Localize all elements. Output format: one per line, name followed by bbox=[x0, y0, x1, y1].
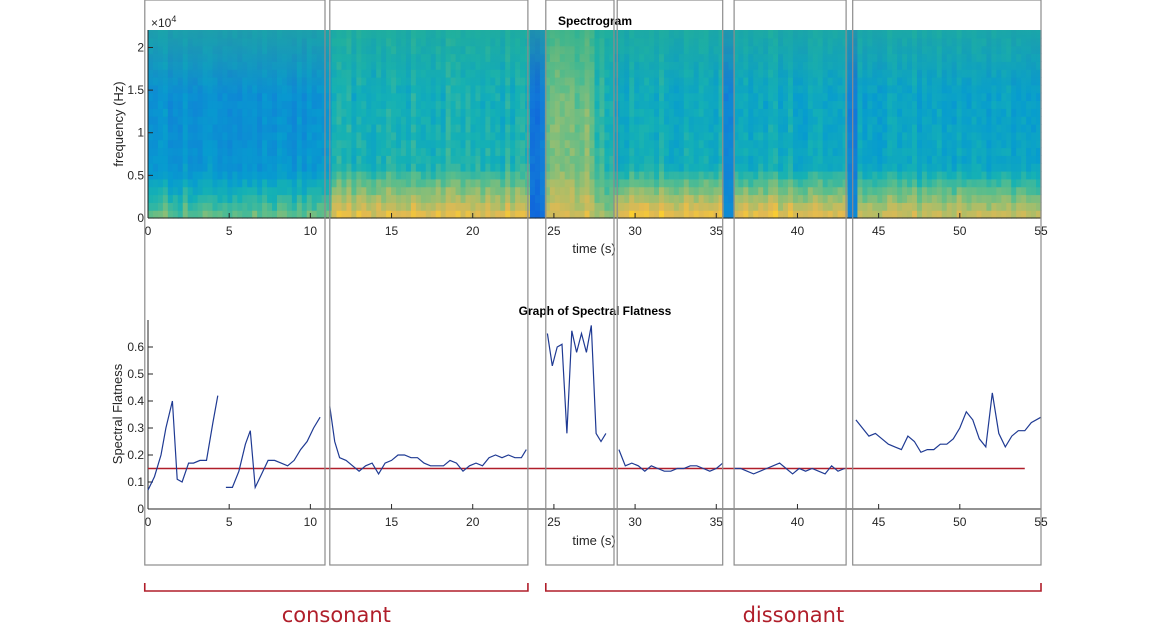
bracket-label-dissonant: dissonant bbox=[743, 603, 845, 627]
flatness-x-tick-label: 25 bbox=[547, 515, 561, 529]
spectrogram-y-tick-label: 2 bbox=[137, 40, 144, 54]
flatness-series-line bbox=[225, 416, 321, 490]
spectrogram-panel: 0 5 10 15 20 25 30 35 40 45 50 55 00.511.52 ×104 Sp… bbox=[111, 14, 1048, 256]
bracket-dissonant bbox=[544, 583, 1042, 592]
flatness-x-tick-label: 5 bbox=[226, 515, 233, 529]
spectrogram-y-tick-label: 1.5 bbox=[127, 83, 144, 97]
region-box bbox=[329, 0, 529, 566]
spectrogram-y-ticks: 0 0.5 1 1.5 2 bbox=[127, 40, 153, 225]
flatness-x-tick-label: 45 bbox=[872, 515, 886, 529]
flatness-x-tick-label: 10 bbox=[304, 515, 318, 529]
spectrogram-x-tick-label: 35 bbox=[710, 224, 724, 238]
category-brackets: consonant dissonant bbox=[143, 583, 1042, 627]
region-boxes bbox=[144, 0, 1042, 566]
spectrogram-y-tick-label: 0.5 bbox=[127, 168, 144, 182]
spectrogram-top-fade bbox=[148, 30, 1041, 218]
region-box bbox=[852, 0, 1042, 566]
flatness-x-ticks: 0 5 10 15 20 25 30 35 40 45 50 55 bbox=[145, 504, 1048, 529]
flatness-series-line bbox=[546, 325, 607, 443]
flatness-series-line bbox=[734, 462, 845, 475]
spectrogram-x-tick-label: 0 bbox=[145, 224, 152, 238]
spectrogram-x-label: time (s) bbox=[572, 241, 615, 256]
flatness-x-label: time (s) bbox=[572, 533, 615, 548]
flatness-y-tick-label: 0.4 bbox=[127, 394, 144, 408]
flatness-series-line bbox=[618, 449, 724, 472]
flatness-series-line bbox=[855, 392, 1042, 454]
flatness-y-tick-label: 0.6 bbox=[127, 340, 144, 354]
flatness-y-tick-label: 0.3 bbox=[127, 421, 144, 435]
flatness-y-tick-label: 0 bbox=[137, 502, 144, 516]
flatness-x-tick-label: 50 bbox=[953, 515, 967, 529]
spectrogram-y-tick-label: 0 bbox=[137, 211, 144, 225]
spectrogram-title: Spectrogram bbox=[558, 14, 632, 28]
spectrogram-x-tick-label: 5 bbox=[226, 224, 233, 238]
flatness-y-tick-label: 0.5 bbox=[127, 367, 144, 381]
spectrogram-y-tick-label: 1 bbox=[137, 126, 144, 140]
flatness-title: Graph of Spectral Flatness bbox=[519, 304, 672, 318]
spectrogram-y-exponent-base: ×10 bbox=[151, 16, 172, 30]
flatness-x-tick-label: 0 bbox=[145, 515, 152, 529]
region-box bbox=[144, 0, 326, 566]
spectrogram-x-tick-label: 15 bbox=[385, 224, 399, 238]
flatness-x-tick-label: 30 bbox=[628, 515, 642, 529]
region-box bbox=[616, 0, 724, 566]
spectrogram-x-tick-label: 20 bbox=[466, 224, 480, 238]
spectrogram-x-tick-label: 40 bbox=[791, 224, 805, 238]
spectrogram-x-tick-label: 25 bbox=[547, 224, 561, 238]
flatness-panel: 0 5 10 15 20 25 30 35 40 45 50 55 00.10.20.30.40.50… bbox=[110, 304, 1048, 548]
flatness-series-line bbox=[147, 395, 219, 491]
flatness-x-tick-label: 15 bbox=[385, 515, 399, 529]
bracket-label-consonant: consonant bbox=[282, 603, 391, 627]
region-box bbox=[733, 0, 847, 566]
bracket-consonant bbox=[143, 583, 529, 592]
flatness-x-tick-label: 35 bbox=[710, 515, 724, 529]
spectrogram-y-exponent: ×104 bbox=[151, 14, 176, 30]
flatness-y-tick-label: 0.2 bbox=[127, 448, 144, 462]
flatness-y-tick-label: 0.1 bbox=[127, 475, 144, 489]
region-box bbox=[545, 0, 615, 566]
spectrogram-x-tick-label: 30 bbox=[628, 224, 642, 238]
spectrogram-x-tick-label: 10 bbox=[304, 224, 318, 238]
flatness-y-label: Spectral Flatness bbox=[110, 363, 125, 464]
spectrogram-y-exponent-power: 4 bbox=[171, 14, 176, 24]
flatness-series bbox=[147, 325, 1042, 491]
flatness-series-line bbox=[329, 406, 527, 476]
flatness-y-ticks: 0 0.1 0.2 0.3 0.4 0.5 0.6 bbox=[127, 340, 153, 516]
flatness-x-tick-label: 20 bbox=[466, 515, 480, 529]
spectrogram-y-label: frequency (Hz) bbox=[111, 81, 126, 166]
spectrogram-x-tick-label: 45 bbox=[872, 224, 886, 238]
flatness-x-tick-label: 40 bbox=[791, 515, 805, 529]
spectrogram-x-ticks: 0 5 10 15 20 25 30 35 40 45 50 55 bbox=[145, 213, 1048, 238]
spectrogram-x-tick-label: 50 bbox=[953, 224, 967, 238]
